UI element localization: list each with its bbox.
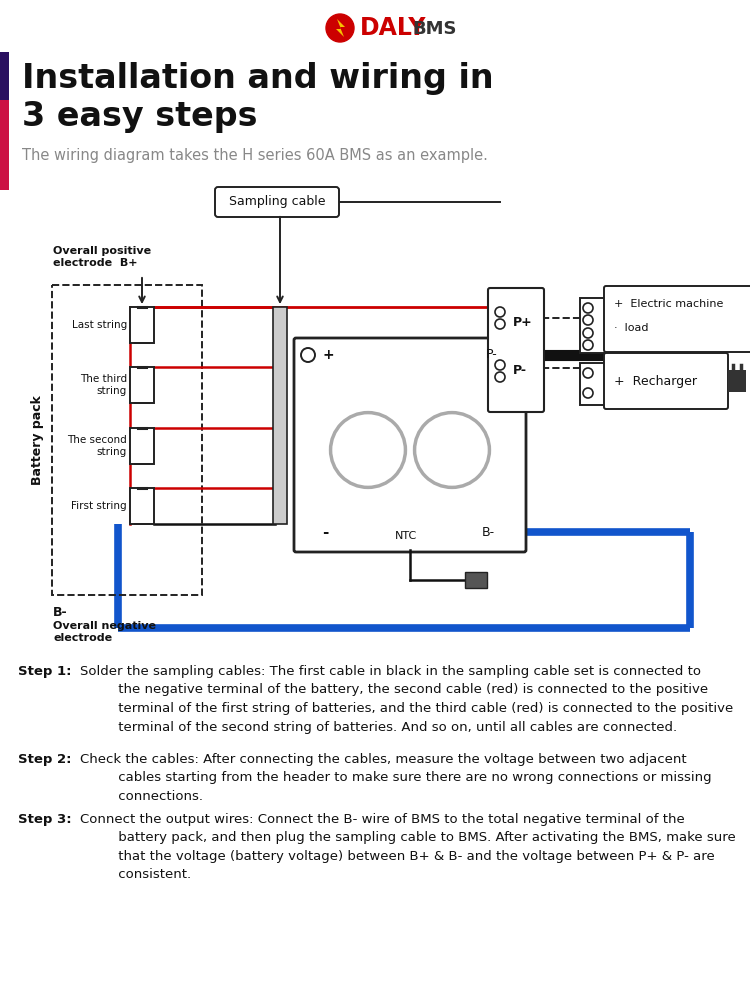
- Circle shape: [495, 372, 505, 382]
- Text: P-: P-: [486, 349, 498, 361]
- Text: DALY: DALY: [360, 16, 427, 40]
- Text: +  Electric machine: + Electric machine: [614, 299, 723, 309]
- Circle shape: [583, 388, 593, 398]
- FancyBboxPatch shape: [604, 353, 728, 409]
- Text: Step 2:: Step 2:: [18, 753, 71, 766]
- Text: -: -: [322, 524, 328, 540]
- FancyBboxPatch shape: [488, 288, 544, 412]
- Text: Overall negative
electrode: Overall negative electrode: [53, 621, 156, 643]
- Text: 3 easy steps: 3 easy steps: [22, 100, 257, 133]
- Circle shape: [583, 315, 593, 325]
- Circle shape: [583, 328, 593, 338]
- Circle shape: [495, 319, 505, 329]
- Text: +  Recharger: + Recharger: [614, 374, 697, 387]
- FancyBboxPatch shape: [130, 367, 154, 403]
- FancyBboxPatch shape: [465, 572, 487, 588]
- Text: Solder the sampling cables: The first cable in black in the sampling cable set i: Solder the sampling cables: The first ca…: [80, 665, 734, 734]
- Text: Step 1:: Step 1:: [18, 665, 71, 678]
- Text: Connect the output wires: Connect the B- wire of BMS to the total negative termi: Connect the output wires: Connect the B-…: [80, 813, 736, 882]
- FancyBboxPatch shape: [273, 307, 287, 524]
- Text: ·  load: · load: [614, 323, 649, 333]
- Text: BMS: BMS: [412, 20, 457, 38]
- FancyBboxPatch shape: [130, 488, 154, 524]
- Text: The third
string: The third string: [80, 374, 127, 396]
- FancyBboxPatch shape: [604, 286, 750, 352]
- FancyBboxPatch shape: [294, 338, 526, 552]
- FancyBboxPatch shape: [580, 298, 606, 353]
- Text: Last string: Last string: [72, 320, 127, 330]
- FancyBboxPatch shape: [0, 52, 9, 100]
- Text: B-: B-: [482, 526, 495, 538]
- FancyBboxPatch shape: [728, 370, 746, 392]
- Text: P-: P-: [513, 363, 527, 376]
- FancyBboxPatch shape: [130, 428, 154, 464]
- Text: First string: First string: [71, 501, 127, 511]
- Text: Sampling cable: Sampling cable: [229, 196, 326, 209]
- Text: Battery pack: Battery pack: [32, 395, 44, 485]
- Circle shape: [495, 360, 505, 370]
- Circle shape: [326, 14, 354, 42]
- FancyBboxPatch shape: [215, 187, 339, 217]
- Circle shape: [583, 340, 593, 350]
- Text: The wiring diagram takes the H series 60A BMS as an example.: The wiring diagram takes the H series 60…: [22, 148, 488, 163]
- Circle shape: [583, 303, 593, 313]
- FancyBboxPatch shape: [130, 307, 154, 343]
- Text: Check the cables: After connecting the cables, measure the voltage between two a: Check the cables: After connecting the c…: [80, 753, 712, 803]
- Text: Step 3:: Step 3:: [18, 813, 72, 826]
- Text: Installation and wiring in: Installation and wiring in: [22, 62, 494, 95]
- Text: Overall positive
electrode  B+: Overall positive electrode B+: [53, 246, 151, 268]
- Polygon shape: [336, 19, 345, 37]
- Text: The second
string: The second string: [68, 435, 127, 457]
- Circle shape: [495, 307, 505, 317]
- Text: B-: B-: [53, 606, 68, 619]
- Text: NTC: NTC: [395, 531, 417, 541]
- Text: P+: P+: [513, 316, 532, 328]
- FancyBboxPatch shape: [580, 363, 606, 405]
- FancyBboxPatch shape: [0, 100, 9, 190]
- Circle shape: [301, 348, 315, 362]
- Text: +: +: [322, 348, 334, 362]
- Circle shape: [583, 368, 593, 378]
